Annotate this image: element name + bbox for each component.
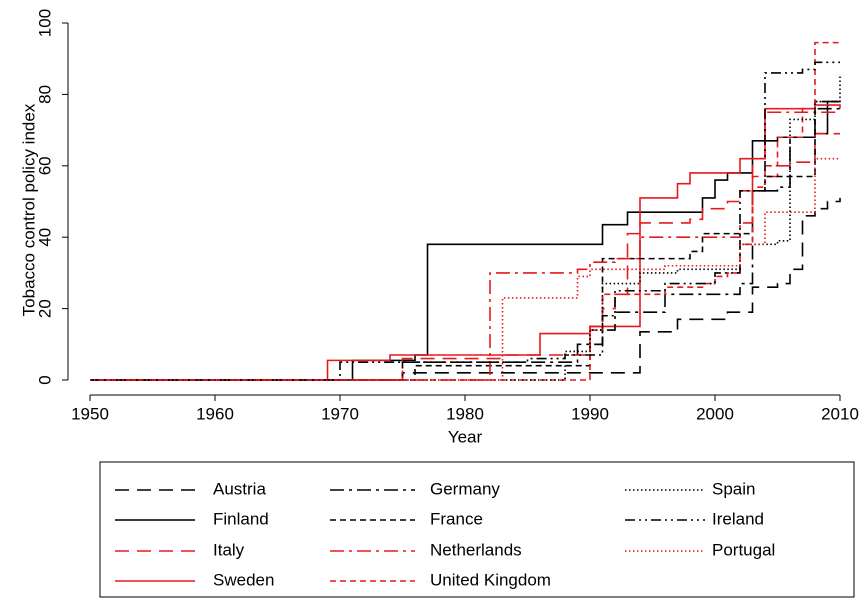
series-line [90, 157, 840, 381]
y-tick-label: 20 [35, 299, 54, 318]
x-tick-label: 1980 [446, 404, 484, 423]
legend-label: Austria [213, 479, 266, 498]
x-tick-label: 1970 [321, 404, 359, 423]
series-line [90, 197, 841, 381]
legend-label: Italy [213, 540, 245, 559]
series-line [90, 104, 841, 381]
x-tick-label: 1950 [71, 404, 109, 423]
y-tick-label: 60 [35, 156, 54, 175]
x-tick-label: 2010 [821, 404, 859, 423]
series-line [90, 100, 840, 381]
legend-label: Ireland [712, 509, 764, 528]
series-line [90, 132, 840, 381]
legend-label: Germany [430, 479, 500, 498]
legend-label: Portugal [712, 540, 775, 559]
legend-label: United Kingdom [430, 570, 551, 589]
series-line [90, 107, 840, 381]
series-line [90, 111, 840, 381]
series-line [90, 76, 841, 381]
y-tick-label: 80 [35, 85, 54, 104]
x-tick-label: 2000 [696, 404, 734, 423]
legend-label: France [430, 509, 483, 528]
x-tick-label: 1960 [196, 404, 234, 423]
x-axis-label: Year [448, 427, 483, 446]
series-line [90, 61, 840, 381]
y-tick-label: 100 [35, 9, 54, 37]
y-tick-label: 0 [35, 375, 54, 384]
legend-label: Netherlands [430, 540, 522, 559]
legend-label: Sweden [213, 570, 274, 589]
x-tick-label: 1990 [571, 404, 609, 423]
legend-label: Finland [213, 509, 269, 528]
y-axis-label: Tobacco control policy index [19, 103, 38, 316]
series-line [90, 41, 840, 381]
legend-label: Spain [712, 479, 755, 498]
series-line [90, 100, 840, 381]
y-tick-label: 40 [35, 228, 54, 247]
legend-box [99, 461, 855, 598]
